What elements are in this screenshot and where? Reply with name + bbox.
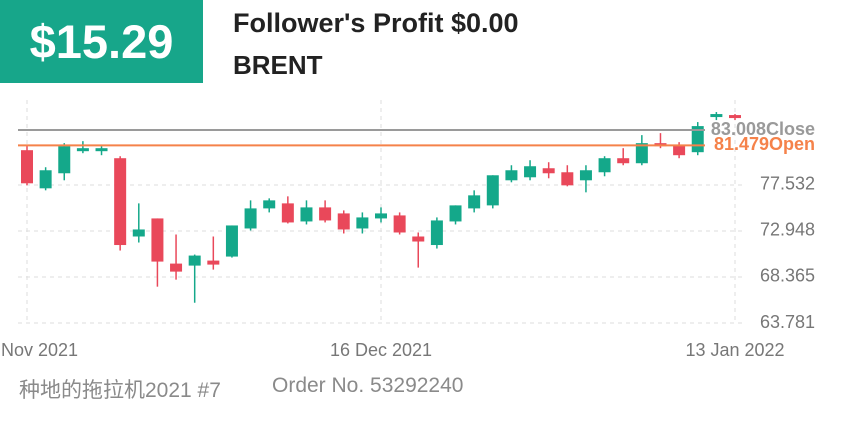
candle-body [170,263,183,272]
candle-body [542,168,555,174]
candle-body [39,170,52,189]
candle-body [319,207,332,221]
x-tick-label: 19 Nov 2021 [0,340,78,360]
reference-label: 81.479Open [714,134,815,154]
candle-body [412,236,425,242]
candle-body [21,150,33,184]
candle-body [263,200,276,209]
trader-name: 种地的拖拉机2021 #7 [19,379,221,402]
y-tick-label: 63.781 [760,312,815,332]
candle-body [114,158,127,246]
symbol: BRENT [233,50,323,80]
y-tick-label: 77.532 [760,174,815,194]
candle-body [95,148,108,152]
order-number: Order No. 53292240 [272,374,464,397]
candle-body [635,143,648,164]
candle-body [375,213,387,219]
x-tick-label: 13 Jan 2022 [685,340,784,360]
candle-body [430,220,443,246]
card-title: Follower's Profit $0.00 [233,8,519,38]
reference-label: 83.008Close [711,119,815,139]
candle-body [598,158,611,173]
candle-body [225,225,238,257]
candle-body [76,148,89,152]
y-tick-label: 72.948 [760,220,815,240]
candle-body [300,207,313,222]
candle-body [207,260,220,265]
candle-body [710,114,723,118]
candle-body [449,205,462,222]
profit-badge: $15.29 [0,0,203,83]
candle-body [617,158,630,164]
candle-body [468,195,481,209]
candle-body [673,145,686,156]
candle-body [729,115,741,119]
candle-body [505,170,518,181]
candle-body [337,213,350,230]
candle-body [486,175,499,206]
candle-body [132,229,145,237]
candle-body [58,146,71,174]
candle-body [524,166,537,178]
candle-body [151,218,164,262]
candle-body [579,170,592,181]
candle-body [561,172,574,186]
y-tick-label: 68.365 [760,266,815,286]
x-tick-label: 16 Dec 2021 [330,340,432,360]
candle-body [393,215,406,233]
candle-body [188,255,201,266]
candle-body [281,203,294,223]
candle-body [356,217,369,229]
candle-body [244,208,257,229]
chart: 63.781 68.365 72.948 77.532 19 Nov 2021 16 De… [0,100,815,360]
